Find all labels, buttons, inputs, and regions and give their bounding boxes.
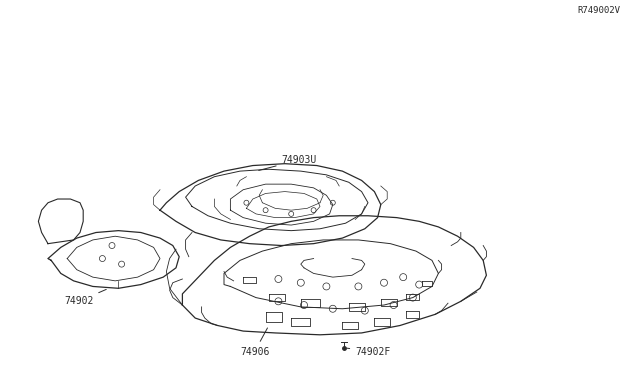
Text: 74903U: 74903U [259, 155, 317, 170]
Polygon shape [48, 231, 179, 288]
Text: 74906: 74906 [240, 328, 269, 356]
Text: R749002V: R749002V [578, 6, 621, 15]
Polygon shape [182, 216, 486, 335]
Text: 74902F: 74902F [347, 347, 390, 356]
Text: 74902: 74902 [64, 289, 106, 306]
Polygon shape [160, 164, 381, 246]
Polygon shape [38, 199, 83, 244]
